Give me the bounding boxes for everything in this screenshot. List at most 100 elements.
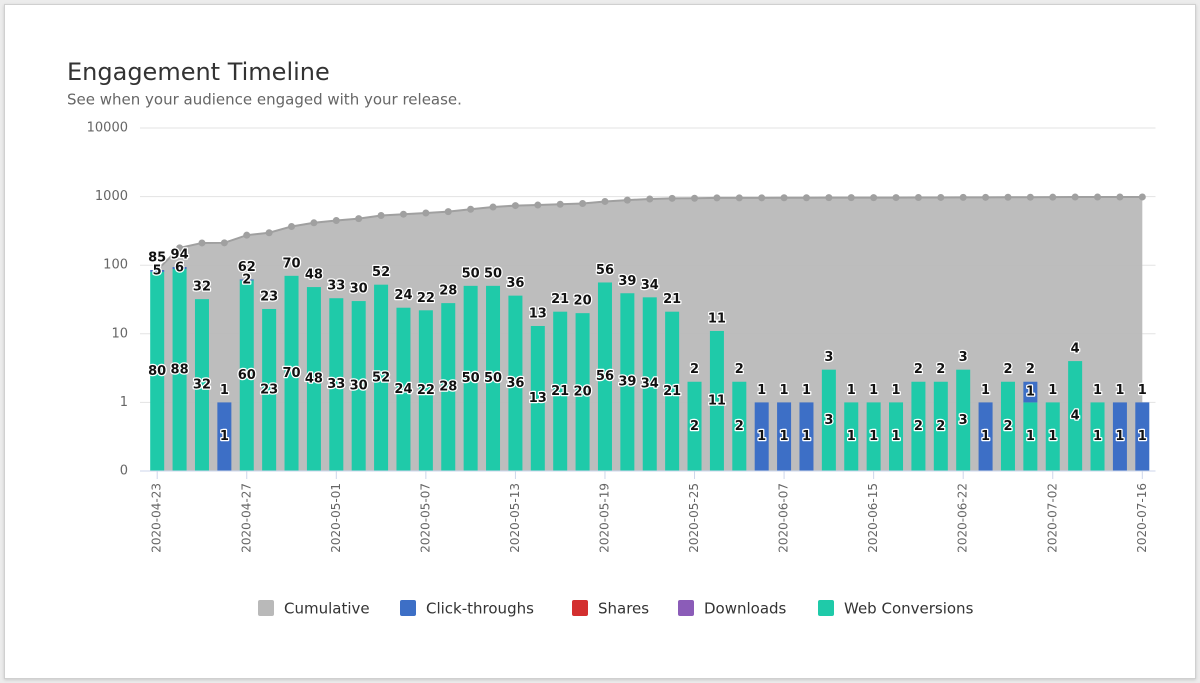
stack-label: 1	[892, 383, 901, 398]
y-tick-label: 1000	[95, 189, 128, 204]
segment-label: 1	[1093, 429, 1102, 444]
legend-label[interactable]: Web Conversions	[844, 600, 974, 618]
segment-label: 28	[439, 380, 457, 395]
segment-label: 80	[148, 364, 166, 379]
stack-label: 1	[847, 383, 856, 398]
stack-label: 34	[641, 278, 659, 293]
stack-label: 1	[1048, 383, 1057, 398]
legend-swatch[interactable]	[400, 600, 416, 616]
cumulative-point	[288, 222, 296, 230]
bar-segment	[351, 301, 366, 471]
cumulative-point	[1049, 193, 1057, 201]
chart-subtitle: See when your audience engaged with your…	[67, 91, 462, 109]
x-tick-label: 2020-05-25	[687, 483, 701, 553]
segment-label: 32	[193, 378, 211, 393]
x-tick-label: 2020-07-02	[1045, 483, 1059, 553]
stack-label: 94	[171, 248, 189, 263]
cumulative-point	[1026, 193, 1034, 201]
bar-segment	[150, 270, 165, 272]
stack-label: 3	[959, 350, 968, 365]
segment-label: 3	[824, 413, 833, 428]
bar-segment	[418, 310, 433, 471]
stack-label: 21	[663, 292, 681, 307]
segment-label: 52	[372, 370, 390, 385]
segment-label: 21	[663, 384, 681, 399]
cumulative-point	[422, 209, 430, 217]
cumulative-point	[220, 239, 228, 247]
stack-label: 24	[394, 288, 412, 303]
stack-label: 62	[238, 260, 256, 275]
segment-label: 30	[350, 379, 368, 394]
cumulative-point	[332, 217, 340, 225]
x-tick-label: 2020-05-13	[508, 483, 522, 553]
cumulative-point	[579, 199, 587, 207]
segment-label: 1	[847, 429, 856, 444]
stack-label: 33	[327, 279, 345, 294]
stack-label: 28	[439, 284, 457, 299]
legend-swatch[interactable]	[258, 600, 274, 616]
segment-label: 1	[1026, 385, 1035, 400]
y-tick-label: 10000	[87, 121, 128, 136]
segment-label: 1	[757, 429, 766, 444]
segment-label: 48	[305, 372, 323, 387]
legend-label[interactable]: Cumulative	[284, 600, 370, 618]
bar-segment	[486, 285, 501, 471]
cumulative-point	[892, 194, 900, 202]
cumulative-point	[198, 239, 206, 247]
x-tick-label: 2020-06-22	[956, 483, 970, 553]
cumulative-point	[959, 193, 967, 201]
bar-segment	[911, 381, 926, 471]
legend-swatch[interactable]	[572, 600, 588, 616]
cumulative-point	[355, 215, 363, 223]
stack-label: 50	[462, 266, 480, 281]
legend-label[interactable]: Shares	[598, 600, 649, 618]
bar-segment	[172, 267, 187, 270]
stack-label: 50	[484, 266, 502, 281]
legend-label[interactable]: Downloads	[704, 600, 787, 618]
cumulative-point	[1094, 193, 1102, 201]
stack-label: 39	[618, 274, 636, 289]
segment-label: 1	[1026, 429, 1035, 444]
bar-segment	[799, 402, 814, 471]
stack-label: 1	[802, 383, 811, 398]
segment-label: 2	[936, 419, 945, 434]
bar-segment	[463, 285, 478, 471]
stack-label: 32	[193, 280, 211, 295]
cumulative-point	[691, 194, 699, 202]
segment-label: 23	[260, 382, 278, 397]
segment-label: 1	[869, 429, 878, 444]
bar-segment	[374, 284, 389, 471]
legend-label[interactable]: Click-throughs	[426, 600, 534, 618]
bar-segment	[642, 297, 657, 471]
segment-label: 2	[735, 419, 744, 434]
cumulative-point	[511, 202, 519, 210]
y-tick-label: 10	[111, 326, 128, 341]
cumulative-point	[668, 194, 676, 202]
chart-title: Engagement Timeline	[67, 58, 330, 86]
bar-segment	[396, 307, 411, 471]
segment-label: 36	[506, 376, 524, 391]
bar-segment	[508, 295, 523, 471]
bar-segment	[687, 381, 702, 471]
cumulative-point	[914, 194, 922, 202]
x-tick-label: 2020-05-07	[418, 483, 432, 553]
legend-swatch[interactable]	[678, 600, 694, 616]
stack-label: 2	[735, 362, 744, 377]
stack-label: 1	[220, 383, 229, 398]
segment-label: 60	[238, 368, 256, 383]
stack-label: 1	[1138, 383, 1147, 398]
legend-swatch[interactable]	[818, 600, 834, 616]
x-tick-label: 2020-05-19	[597, 483, 611, 553]
cumulative-point	[623, 196, 631, 204]
segment-label: 50	[484, 371, 502, 386]
bar-segment	[1135, 402, 1150, 471]
y-tick-label: 1	[120, 395, 128, 410]
x-tick-label: 2020-05-01	[329, 483, 343, 553]
segment-label: 88	[171, 363, 189, 378]
segment-label: 21	[551, 384, 569, 399]
stack-label: 1	[869, 383, 878, 398]
bar-segment	[306, 287, 321, 471]
bar-segment	[597, 282, 612, 471]
